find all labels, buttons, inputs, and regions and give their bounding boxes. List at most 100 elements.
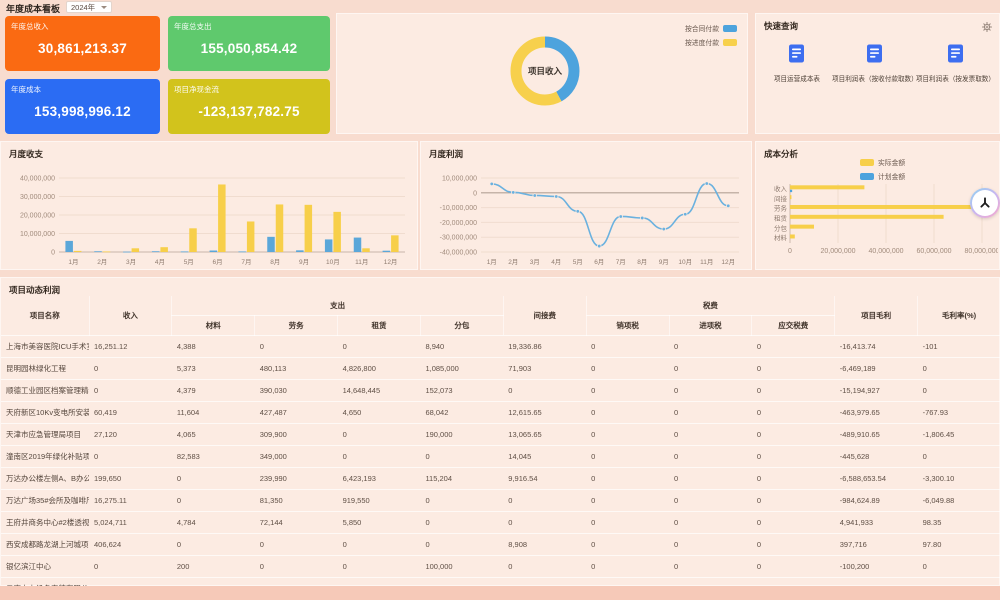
table-row: 上海市美容医院ICU手术室净化工16,251.124,388008,94019,… [1,335,1000,358]
table-row: 天津市应急管理局项目 27,120 4,065 309,900 0 190,000 13,0… [1,423,1000,446]
value-cell: 349,000 [254,445,338,468]
value-cell: 0 [337,555,421,578]
value-cell: 0 [751,489,835,512]
gear-icon[interactable] [981,19,993,37]
value-cell: 152,073 [420,379,504,402]
project-profit-table: 项目名称 收入 支出 间接费 税费 项目毛利 毛利率(%) 材料 劳务 租赁 分包 销项税 进项税 应交税… [1,296,1000,600]
legend-label: 计划金额 [878,174,906,181]
column-header: 间接费 [503,296,587,336]
year-select[interactable]: 2024年 [66,1,112,13]
cost-analysis-title: 成本分析 [764,149,799,159]
legend-swatch [860,172,874,180]
svg-text:4月: 4月 [155,258,165,266]
quick-link[interactable]: 项目利润表（按发票取数） [916,44,995,83]
svg-text:7月: 7月 [241,258,251,266]
table-row: 万达广场35#会所及咖啡厅空调安16,275.11081,350919,5500… [1,489,1000,512]
table-row: 潼南区2019年绿化补贴项目-施工082,583349,0000014,0450… [1,445,1000,468]
value-cell: 97.80 [917,533,1000,556]
value-cell: -445,628 [834,445,918,468]
legend-item: 计划金额 [860,171,905,181]
svg-text:材料: 材料 [774,233,788,242]
value-cell: -463,979.65 [834,401,918,424]
value-cell: 8,908 [503,533,587,556]
donut-center-label: 项目收入 [527,66,562,76]
kpi-value: 153,998,996.12 [34,104,131,119]
svg-text:0: 0 [473,190,477,197]
monthly-profit-panel: 月度利润 10,000,000 0 -10,000,000 -20,000,000 -3… [420,141,752,270]
table-row: 西安成都路龙湖上河城项目 406,624 0 0 0 0 8,908 0 0 0 397,716 97… [1,533,1000,556]
value-cell: 0 [751,533,835,556]
value-cell: 0 [171,533,255,556]
value-cell: 5,024,711 [89,511,172,534]
svg-text:10月: 10月 [678,258,692,266]
quick-link[interactable]: 项目利润表（按收付款取数） [832,44,918,83]
quick-link-label: 项目运营成本表 [773,76,821,83]
value-cell: 0 [503,555,587,578]
table-row: 银亿滨江中心 0 200 0 0 100,000 0 0 0 0 -100,200 0 [1,555,1000,578]
value-cell: 0 [337,533,421,556]
value-cell: 0 [669,555,752,578]
project-name-cell: 银亿滨江中心 [1,555,89,578]
value-cell: 0 [89,379,172,402]
value-cell: 0 [586,357,670,380]
value-cell: 4,379 [171,379,255,402]
legend-swatch [723,38,737,46]
value-cell: 0 [586,467,670,490]
value-cell: 239,990 [254,467,338,490]
svg-text:1月: 1月 [487,258,497,266]
value-cell: 16,251.12 [89,335,172,358]
value-cell: 0 [586,379,670,402]
value-cell: 309,900 [254,423,338,446]
value-cell: 0 [89,555,172,578]
value-cell: 0 [917,357,1000,380]
table-row: 万达办公楼左侧A、B办公楼改造199,6500239,9906,423,1931… [1,467,1000,490]
value-cell: 0 [586,445,670,468]
top-bar: 年度成本看板 2024年 [0,0,1000,14]
legend-item: 按进度付款 [685,37,737,47]
value-cell: 397,716 [834,533,918,556]
document-icon [866,44,883,68]
svg-text:5月: 5月 [573,258,583,266]
value-cell: -101 [917,335,1000,358]
svg-text:6月: 6月 [213,258,223,266]
project-profit-table-title: 项目动态利润 [9,285,61,295]
value-cell: 0 [420,511,504,534]
svg-text:9月: 9月 [659,258,669,266]
value-cell: 27,120 [89,423,172,446]
value-cell: 72,144 [254,511,338,534]
value-cell: 115,204 [420,467,504,490]
svg-text:10,000,000: 10,000,000 [442,176,477,183]
value-cell: -6,049.88 [917,489,1000,512]
value-cell: 0 [337,423,421,446]
svg-text:10月: 10月 [326,258,340,266]
column-subheader: 分包 [420,315,504,336]
kpi-grid: 年度总收入 30,861,213.37 年度总支出 155,050,854.42 年度成… [5,16,330,134]
value-cell: 0 [503,489,587,512]
value-cell: 98.35 [917,511,1000,534]
kpi-label: 年度总收入 [11,22,49,31]
legend-swatch [723,24,737,32]
donut-legend: 按合同付款按进度付款 [685,23,737,47]
svg-text:3月: 3月 [530,258,540,266]
bottom-scroll-strip[interactable] [0,586,1000,600]
value-cell: 0 [751,401,835,424]
quick-link[interactable]: 项目运营成本表 [760,44,834,83]
value-cell: 190,000 [420,423,504,446]
column-subheader: 材料 [171,315,256,336]
table-row: 顺德工业园区档案管理精装饰工程04,379390,03014,648,44515… [1,379,1000,402]
ai-assistant-button[interactable] [970,188,1000,218]
column-header: 收入 [89,296,173,336]
value-cell: 11,604 [171,401,255,424]
svg-text:0: 0 [51,250,55,257]
value-cell: 5,373 [171,357,255,380]
value-cell: 0 [751,445,835,468]
value-cell: 0 [669,401,752,424]
svg-text:-20,000,000: -20,000,000 [440,220,477,227]
svg-text:40,000,000: 40,000,000 [20,176,55,183]
svg-text:80,000,000: 80,000,000 [964,248,998,255]
svg-text:12月: 12月 [384,258,398,266]
value-cell: 0 [669,511,752,534]
legend-label: 按合同付款 [685,26,719,33]
value-cell: 390,030 [254,379,338,402]
value-cell: 919,550 [337,489,421,512]
